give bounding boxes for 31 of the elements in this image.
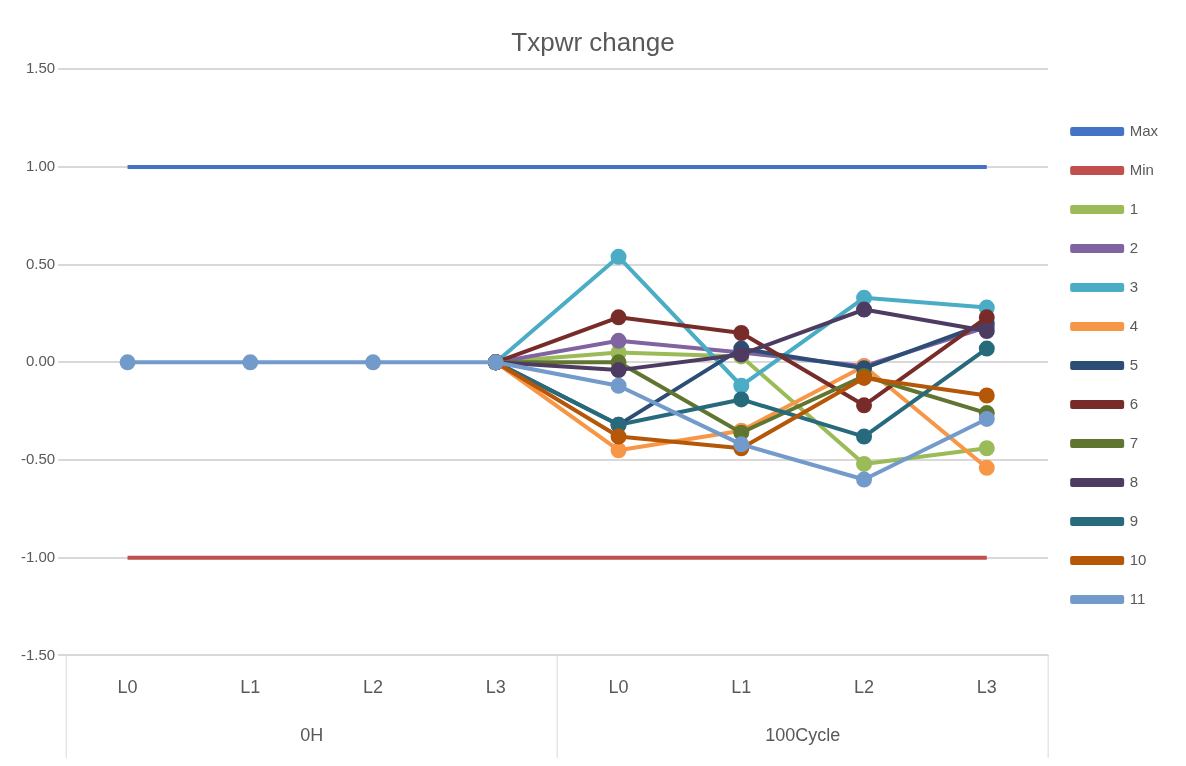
x-tick-label: L1	[240, 677, 261, 698]
legend-label: 6	[1129, 394, 1139, 412]
legend-label: 11	[1129, 589, 1146, 607]
y-tick-label: 1.50	[25, 59, 56, 77]
legend-label: 4	[1129, 316, 1139, 334]
legend-label: 8	[1129, 472, 1139, 490]
y-tick-label: 0.00	[25, 352, 56, 370]
legend-label: 1	[1129, 199, 1139, 217]
y-tick-label: -0.50	[20, 450, 56, 468]
x-tick-label: L1	[731, 677, 752, 698]
legend-label: Max	[1129, 121, 1159, 139]
x-tick-label: L0	[117, 677, 138, 698]
legend-label: 10	[1129, 550, 1147, 568]
legend-label: 3	[1129, 277, 1139, 295]
x-tick-label: L3	[976, 677, 997, 698]
x-tick-label: L2	[854, 677, 875, 698]
legend-label: 9	[1129, 511, 1139, 529]
legend-label: 5	[1129, 355, 1139, 373]
x-tick-label: L3	[485, 677, 506, 698]
x-tick-label: L2	[363, 677, 384, 698]
x-tick-label: L0	[608, 677, 629, 698]
y-tick-label: 1.00	[25, 157, 56, 175]
legend-label: 2	[1129, 238, 1139, 256]
y-tick-label: 0.50	[25, 254, 56, 272]
text: 100Cycle	[765, 724, 841, 745]
y-tick-label: -1.50	[20, 645, 56, 663]
chart-title: Txpwr change	[511, 26, 675, 57]
legend-label: 7	[1129, 433, 1139, 451]
text: 0H	[300, 724, 324, 745]
legend-label: Min	[1129, 160, 1154, 178]
y-tick-label: -1.00	[20, 547, 56, 565]
